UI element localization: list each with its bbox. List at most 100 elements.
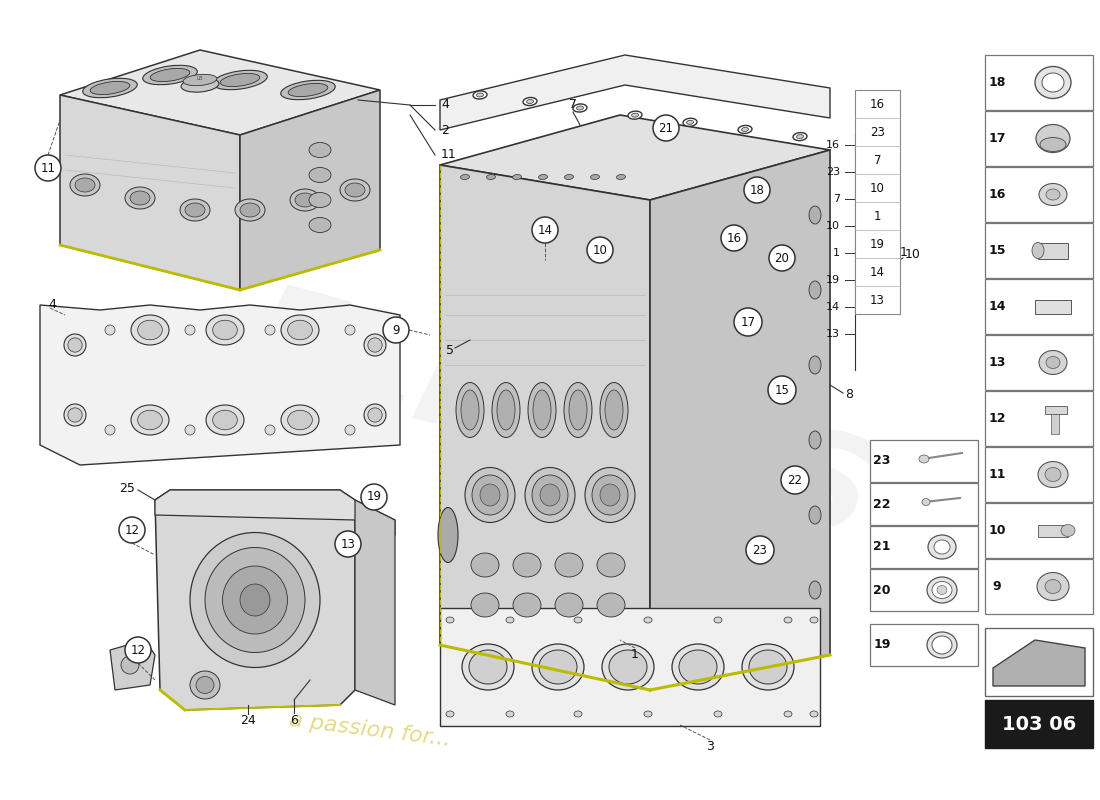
Ellipse shape [472,475,508,515]
Ellipse shape [932,636,952,654]
Ellipse shape [183,74,217,86]
Ellipse shape [532,644,584,690]
Ellipse shape [506,711,514,717]
Ellipse shape [265,425,275,435]
Ellipse shape [486,174,495,179]
Ellipse shape [540,484,560,506]
Text: 22: 22 [788,474,803,486]
Text: a passion for...: a passion for... [288,710,452,750]
Text: 13: 13 [870,294,884,306]
Ellipse shape [125,187,155,209]
Polygon shape [993,640,1085,686]
Ellipse shape [808,206,821,224]
Text: 11: 11 [988,468,1005,481]
Ellipse shape [539,650,578,684]
Ellipse shape [138,320,163,340]
Ellipse shape [738,126,752,134]
Ellipse shape [446,711,454,717]
Text: 14: 14 [870,266,886,278]
Ellipse shape [151,69,190,82]
Circle shape [720,225,747,251]
Text: 6: 6 [290,714,298,726]
Ellipse shape [309,218,331,233]
Bar [870,624,978,666]
Ellipse shape [742,644,794,690]
Ellipse shape [1045,579,1062,594]
Ellipse shape [364,334,386,356]
Ellipse shape [446,617,454,623]
Text: 10: 10 [826,221,840,231]
Text: 10: 10 [988,524,1005,537]
Text: 103 06: 103 06 [1002,714,1076,734]
Polygon shape [440,165,650,690]
Ellipse shape [185,325,195,335]
Polygon shape [60,50,380,135]
Ellipse shape [480,484,501,506]
Ellipse shape [1037,573,1069,601]
Ellipse shape [471,593,499,617]
Ellipse shape [683,118,697,126]
Ellipse shape [513,593,541,617]
Ellipse shape [288,83,328,97]
Ellipse shape [212,320,238,340]
Ellipse shape [182,78,219,92]
Text: 12: 12 [124,523,140,537]
Ellipse shape [631,113,638,117]
Ellipse shape [180,199,210,221]
Text: 19: 19 [826,275,840,285]
Polygon shape [650,150,830,690]
Bar [984,503,1093,558]
Ellipse shape [672,644,724,690]
Ellipse shape [104,325,116,335]
Ellipse shape [1036,125,1070,153]
Ellipse shape [686,120,693,124]
Ellipse shape [465,467,515,522]
Text: 13: 13 [988,356,1005,369]
Text: 16: 16 [826,140,840,150]
Ellipse shape [196,677,214,694]
Bar [855,90,900,314]
Ellipse shape [265,325,275,335]
Ellipse shape [918,455,930,463]
Ellipse shape [1040,350,1067,374]
Ellipse shape [212,410,238,430]
Circle shape [746,536,774,564]
Ellipse shape [309,167,331,182]
Text: 11: 11 [441,149,456,162]
Ellipse shape [456,382,484,438]
Ellipse shape [143,66,197,85]
Ellipse shape [605,390,623,430]
Text: 25: 25 [119,482,135,494]
Ellipse shape [1045,467,1062,482]
Polygon shape [155,490,395,535]
Ellipse shape [714,617,722,623]
Bar [1045,406,1067,414]
Text: LB: LB [197,75,204,81]
Text: 20: 20 [774,251,790,265]
Ellipse shape [528,382,556,438]
Ellipse shape [438,507,458,562]
Polygon shape [355,500,395,705]
Ellipse shape [90,82,130,94]
Bar [870,526,978,568]
Text: 14: 14 [988,300,1005,313]
Ellipse shape [497,390,515,430]
Circle shape [769,245,795,271]
Circle shape [781,466,808,494]
Text: 20: 20 [873,583,891,597]
Ellipse shape [714,711,722,717]
Circle shape [35,155,60,181]
Text: 1: 1 [873,210,881,222]
Bar [984,223,1093,278]
Text: 7: 7 [833,194,840,204]
Text: 10: 10 [870,182,884,194]
Polygon shape [440,115,830,200]
Text: 11: 11 [41,162,55,174]
Ellipse shape [574,711,582,717]
Ellipse shape [492,382,520,438]
Ellipse shape [1062,525,1075,537]
Ellipse shape [476,93,484,97]
Ellipse shape [131,405,169,435]
Ellipse shape [130,191,150,205]
Text: 18: 18 [749,183,764,197]
